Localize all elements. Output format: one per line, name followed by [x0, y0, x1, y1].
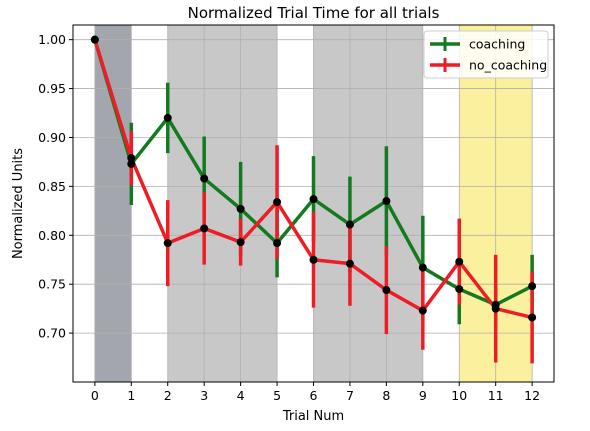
point-no_coaching-2	[163, 239, 172, 248]
point-coaching-1	[127, 159, 136, 168]
point-coaching-7	[345, 220, 354, 229]
x-tick-label-4: 4	[237, 388, 245, 403]
x-tick-label-10: 10	[451, 388, 467, 403]
y-tick-label-1: 0.75	[38, 277, 66, 292]
y-tick-label-0: 0.70	[38, 326, 66, 341]
point-no_coaching-3	[200, 224, 209, 233]
shaded-region-1	[167, 25, 278, 382]
chart-title: Normalized Trial Time for all trials	[188, 4, 440, 22]
point-no_coaching-12	[528, 313, 537, 322]
point-coaching-4	[236, 204, 245, 213]
y-axis-label: Normalized Units	[11, 148, 26, 259]
point-coaching-2	[163, 113, 172, 122]
point-coaching-10	[455, 285, 464, 294]
x-tick-label-6: 6	[310, 388, 318, 403]
point-no_coaching-7	[345, 259, 354, 268]
x-tick-label-3: 3	[200, 388, 208, 403]
point-coaching-5	[273, 239, 282, 248]
y-tick-label-4: 0.90	[38, 130, 66, 145]
x-tick-label-0: 0	[91, 388, 99, 403]
shaded-region-2	[313, 25, 423, 382]
x-tick-label-5: 5	[273, 388, 281, 403]
point-no_coaching-9	[418, 306, 427, 315]
y-tick-label-5: 0.95	[38, 81, 66, 96]
point-no_coaching-8	[382, 286, 391, 295]
point-coaching-9	[418, 263, 427, 272]
point-no_coaching-6	[309, 255, 318, 264]
x-tick-label-8: 8	[382, 388, 390, 403]
point-no_coaching-5	[273, 198, 282, 207]
legend: coaching no_coaching	[423, 30, 549, 79]
legend-label-coaching: coaching	[469, 37, 525, 52]
x-axis-ticks: 0 1 2 3 4 5 6 7 8 9 10 11 12	[91, 382, 540, 403]
y-axis-ticks: 0.70 0.75 0.80 0.85 0.90 0.95 1.00	[38, 32, 73, 341]
y-tick-label-6: 1.00	[38, 32, 66, 47]
point-no_coaching-10	[455, 257, 464, 266]
x-tick-label-7: 7	[346, 388, 354, 403]
point-coaching-3	[200, 174, 209, 183]
x-tick-label-1: 1	[127, 388, 135, 403]
x-tick-label-12: 12	[524, 388, 540, 403]
point-coaching-6	[309, 195, 318, 204]
point-coaching-12	[528, 282, 537, 291]
x-axis-label: Trial Num	[282, 409, 344, 424]
point-no_coaching-11	[491, 304, 500, 313]
y-tick-label-3: 0.85	[38, 179, 66, 194]
shaded-region-0	[94, 25, 132, 382]
point-no_coaching-1	[127, 154, 136, 163]
legend-label-no_coaching: no_coaching	[469, 58, 547, 73]
y-tick-label-2: 0.80	[38, 228, 66, 243]
point-no_coaching-4	[236, 238, 245, 247]
point-coaching-8	[382, 197, 391, 206]
point-no_coaching-0	[90, 35, 99, 44]
x-tick-label-9: 9	[419, 388, 427, 403]
x-tick-label-11: 11	[488, 388, 504, 403]
x-tick-label-2: 2	[164, 388, 172, 403]
series-layer	[90, 35, 537, 364]
